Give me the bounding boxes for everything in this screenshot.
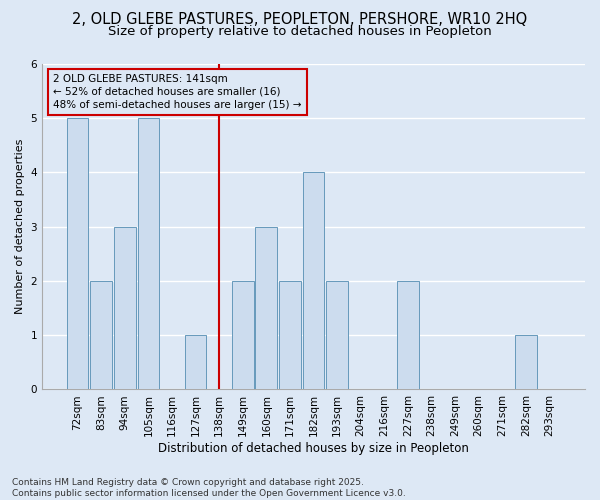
Bar <box>114 226 136 390</box>
Bar <box>279 281 301 390</box>
Text: 2, OLD GLEBE PASTURES, PEOPLETON, PERSHORE, WR10 2HQ: 2, OLD GLEBE PASTURES, PEOPLETON, PERSHO… <box>73 12 527 28</box>
X-axis label: Distribution of detached houses by size in Peopleton: Distribution of detached houses by size … <box>158 442 469 455</box>
Bar <box>91 281 112 390</box>
Bar <box>232 281 254 390</box>
Bar <box>302 172 325 390</box>
Bar <box>137 118 159 390</box>
Bar <box>256 226 277 390</box>
Bar <box>515 335 537 390</box>
Text: 2 OLD GLEBE PASTURES: 141sqm
← 52% of detached houses are smaller (16)
48% of se: 2 OLD GLEBE PASTURES: 141sqm ← 52% of de… <box>53 74 301 110</box>
Bar <box>326 281 348 390</box>
Y-axis label: Number of detached properties: Number of detached properties <box>15 139 25 314</box>
Bar <box>185 335 206 390</box>
Text: Size of property relative to detached houses in Peopleton: Size of property relative to detached ho… <box>108 25 492 38</box>
Bar <box>397 281 419 390</box>
Bar <box>67 118 88 390</box>
Text: Contains HM Land Registry data © Crown copyright and database right 2025.
Contai: Contains HM Land Registry data © Crown c… <box>12 478 406 498</box>
